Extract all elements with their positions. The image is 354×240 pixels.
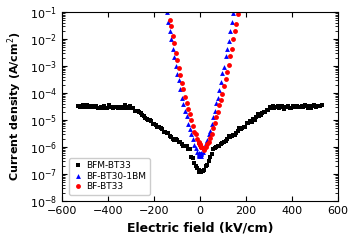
Legend: BFM-BT33, BF-BT30-1BM, BF-BT33: BFM-BT33, BF-BT30-1BM, BF-BT33	[69, 158, 150, 195]
BF-BT30-1BM	[149, 3, 154, 6]
BFM-BT33	[216, 145, 220, 148]
BF-BT30-1BM	[76, 3, 80, 6]
BF-BT33	[163, 3, 167, 6]
Line: BF-BT33: BF-BT33	[75, 2, 324, 152]
BF-BT30-1BM	[197, 154, 201, 157]
Line: BFM-BT33: BFM-BT33	[76, 103, 324, 174]
X-axis label: Electric field (kV/cm): Electric field (kV/cm)	[127, 222, 273, 234]
BF-BT30-1BM	[320, 3, 324, 6]
BF-BT30-1BM	[122, 3, 126, 6]
BF-BT33	[202, 148, 206, 151]
BF-BT33	[149, 3, 154, 6]
Line: BF-BT30-1BM: BF-BT30-1BM	[75, 2, 324, 158]
BF-BT30-1BM	[211, 116, 216, 119]
BF-BT30-1BM	[216, 96, 220, 99]
BFM-BT33	[320, 103, 324, 106]
Y-axis label: Current density (A/cm$^2$): Current density (A/cm$^2$)	[6, 32, 24, 181]
BFM-BT33	[199, 171, 203, 174]
BFM-BT33	[211, 148, 216, 151]
BFM-BT33	[163, 131, 167, 134]
BF-BT33	[76, 3, 80, 6]
BF-BT33	[269, 3, 274, 6]
BFM-BT33	[149, 120, 154, 123]
BF-BT33	[216, 110, 220, 113]
BF-BT33	[211, 127, 216, 130]
BF-BT33	[122, 3, 126, 6]
BFM-BT33	[76, 104, 80, 107]
BF-BT30-1BM	[163, 3, 167, 6]
BFM-BT33	[269, 107, 274, 109]
BF-BT30-1BM	[269, 3, 274, 6]
BF-BT33	[320, 3, 324, 6]
BFM-BT33	[122, 106, 126, 109]
